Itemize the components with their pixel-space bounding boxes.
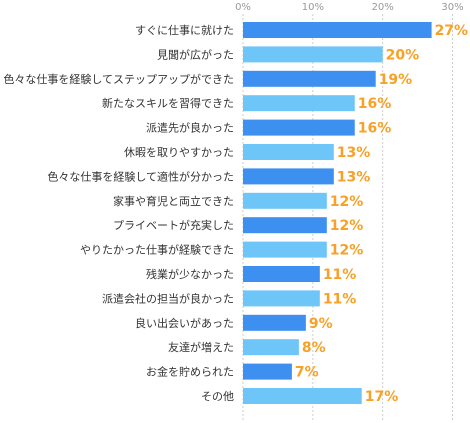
bar xyxy=(243,388,362,404)
bar xyxy=(243,266,320,282)
category-label: 新たなスキルを習得できた xyxy=(102,96,234,110)
category-label: 色々な仕事を経験して適性が分かった xyxy=(47,169,234,183)
category-label: 見聞が広がった xyxy=(157,47,234,61)
value-label: 16% xyxy=(358,121,392,137)
bar xyxy=(243,168,334,185)
category-label: 派遣先が良かった xyxy=(146,121,234,135)
category-label: 休暇を取りやすかった xyxy=(124,146,234,159)
value-label: 20% xyxy=(386,47,420,63)
x-tick-label: 10% xyxy=(302,2,324,13)
value-labels: 27% 20% 19% 16% 16% 13% 13% 12% 12% 12% 11% 11% 9% 8%… xyxy=(295,23,468,405)
bar xyxy=(243,144,334,160)
value-label: 16% xyxy=(358,96,392,112)
category-labels: すぐに仕事に就けた見聞が広がった色々な仕事を経験してステップアップができた新たな… xyxy=(3,23,234,403)
category-label: 友達が増えた xyxy=(168,340,234,354)
value-label: 12% xyxy=(330,218,364,234)
bars xyxy=(243,22,432,404)
bar xyxy=(243,363,292,380)
category-label: 派遣会社の担当が良かった xyxy=(102,291,234,305)
category-label: 色々な仕事を経験してステップアップができた xyxy=(3,72,234,86)
bar xyxy=(243,314,306,331)
category-label: 残業が少なかった xyxy=(146,267,234,281)
value-label: 12% xyxy=(330,243,364,259)
x-tick-label: 0% xyxy=(235,2,251,13)
x-tick-label: 30% xyxy=(441,2,463,13)
category-label: その他 xyxy=(201,390,234,403)
value-label: 9% xyxy=(309,316,333,332)
x-tick-label: 20% xyxy=(372,2,394,13)
value-label: 7% xyxy=(295,365,319,381)
bar xyxy=(243,192,327,209)
bar xyxy=(243,46,383,63)
bar xyxy=(243,290,320,307)
category-label: すぐに仕事に就けた xyxy=(135,23,234,37)
category-label: お金を貯められた xyxy=(146,365,234,379)
value-label: 13% xyxy=(337,169,371,185)
value-label: 11% xyxy=(323,291,357,307)
x-axis-ticks: 0% 10% 20% 30% xyxy=(235,2,464,13)
category-label: プライベートが充実した xyxy=(113,218,234,232)
bar xyxy=(243,70,376,87)
value-label: 13% xyxy=(337,145,371,161)
bar xyxy=(243,217,327,234)
bar xyxy=(243,22,432,38)
value-label: 11% xyxy=(323,267,357,283)
bar xyxy=(243,119,355,136)
bar xyxy=(243,241,327,258)
value-label: 12% xyxy=(330,194,364,210)
value-label: 8% xyxy=(302,340,326,356)
category-label: やりたかった仕事が経験できた xyxy=(80,243,234,257)
value-label: 27% xyxy=(435,23,469,39)
bar xyxy=(243,339,299,356)
bar xyxy=(243,95,355,112)
category-label: 家事や育児と両立できた xyxy=(113,194,234,208)
category-label: 良い出会いがあった xyxy=(135,316,234,330)
value-label: 19% xyxy=(379,72,413,88)
value-label: 17% xyxy=(365,389,399,405)
